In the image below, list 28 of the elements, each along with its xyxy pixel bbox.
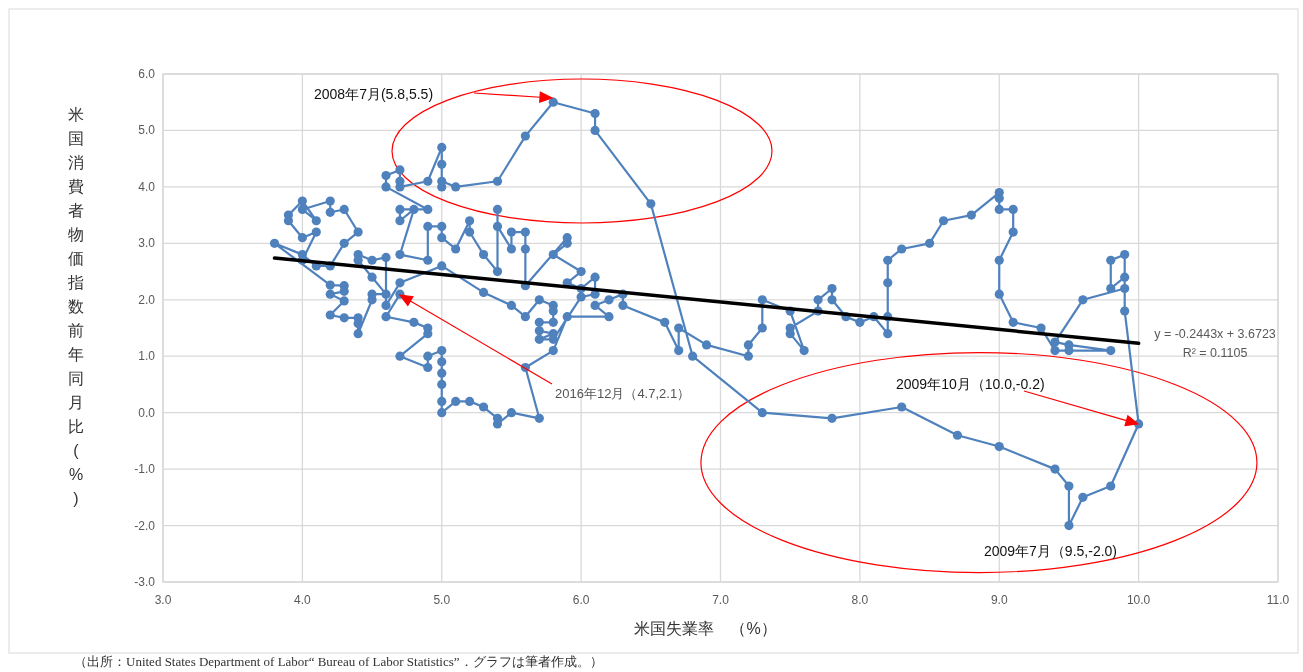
y-tick-label: 6.0 bbox=[138, 67, 156, 81]
y-tick-label: -3.0 bbox=[134, 575, 156, 589]
x-tick-label: 6.0 bbox=[572, 593, 590, 607]
annotation: 2009年7月（9.5,-2.0) bbox=[983, 542, 1118, 559]
y-tick-label: -1.0 bbox=[134, 462, 156, 477]
y-tick-label: 2.0 bbox=[138, 292, 156, 307]
y-tick-label: 1.0 bbox=[138, 349, 156, 364]
annotation: 2008年7月(5.8,5.5) bbox=[314, 86, 434, 102]
y-tick-label: 3.0 bbox=[138, 236, 156, 251]
x-tick-label: 9.0 bbox=[990, 593, 1008, 607]
annotation: 2016年12月（4.7,2.1） bbox=[555, 386, 691, 401]
x-tick-label: 10.0 bbox=[1126, 593, 1151, 607]
text: （出所：United States Department of Labor“ Bureau of Labor Statistics”．グラフは筆者作成。） bbox=[74, 654, 603, 669]
y-tick-label: -2.0 bbox=[134, 518, 156, 533]
annotation: 2009年10月（10.0,-0.2) bbox=[896, 376, 1045, 392]
x-tick-label: 3.0 bbox=[154, 593, 172, 607]
x-tick-label: 7.0 bbox=[712, 593, 730, 607]
x-tick-label: 5.0 bbox=[433, 593, 451, 607]
y-tick-label: 0.0 bbox=[138, 405, 156, 420]
annotation: y = -0.2443x + 3.6723 bbox=[1154, 327, 1276, 341]
text: 米国消費者物価指数前年同月比(%) bbox=[68, 106, 84, 507]
y-tick-label: 4.0 bbox=[138, 179, 156, 194]
annotation: R² = 0.1105 bbox=[1182, 346, 1248, 360]
x-tick-label: 11.0 bbox=[1266, 593, 1290, 607]
x-tick-label: 8.0 bbox=[851, 593, 869, 607]
y-tick-label: 5.0 bbox=[138, 123, 156, 138]
x-axis-title: 米国失業率 （%） bbox=[634, 620, 777, 637]
x-tick-label: 4.0 bbox=[294, 593, 312, 607]
